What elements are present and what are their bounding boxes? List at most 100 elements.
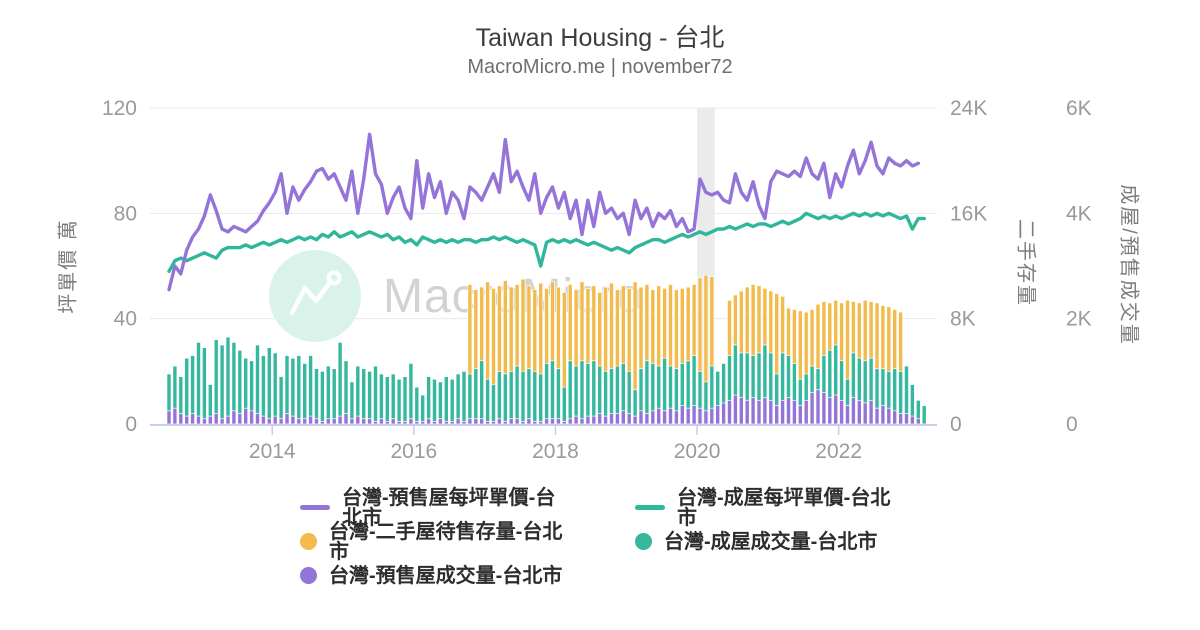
bar bbox=[225, 336, 231, 425]
bar bbox=[308, 355, 313, 425]
bar bbox=[414, 386, 420, 425]
bar bbox=[561, 421, 567, 425]
bar bbox=[432, 421, 437, 425]
bar bbox=[514, 365, 520, 425]
bar bbox=[320, 370, 325, 425]
bar bbox=[727, 399, 732, 425]
bar bbox=[544, 363, 549, 425]
bar bbox=[567, 418, 573, 425]
y-axis-right1-tick-label: 24K bbox=[950, 97, 987, 120]
x-axis-tick-label: 2014 bbox=[249, 440, 296, 463]
bar bbox=[650, 410, 656, 425]
bar bbox=[172, 407, 178, 425]
y-axis-left-tick-label: 120 bbox=[102, 97, 137, 120]
y-axis-label-right1: 二手存量 bbox=[1014, 219, 1037, 307]
bar bbox=[668, 407, 673, 425]
bar bbox=[272, 352, 278, 425]
bar bbox=[821, 392, 827, 425]
bar bbox=[190, 413, 196, 425]
page-title: Taiwan Housing - 台北 bbox=[475, 24, 725, 52]
bar bbox=[461, 421, 467, 425]
bar bbox=[874, 407, 880, 425]
legend: 台灣-預售屋每坪單價-台北市 台灣-成屋每坪單價-台北市台灣-二手屋待售存量-台北… bbox=[300, 488, 900, 591]
y-axis-right1-tick-label: 8K bbox=[950, 308, 976, 331]
bar bbox=[314, 418, 319, 425]
bar bbox=[508, 418, 514, 425]
bar bbox=[443, 376, 449, 425]
bar bbox=[402, 421, 408, 425]
bar bbox=[479, 418, 485, 425]
bar bbox=[231, 410, 237, 425]
bar bbox=[632, 415, 638, 425]
legend-item-3[interactable]: 台灣-成屋成交量-台北市 bbox=[635, 526, 900, 557]
x-axis-tick-label: 2018 bbox=[532, 440, 579, 463]
bar bbox=[261, 415, 266, 425]
bar bbox=[408, 418, 414, 425]
bar bbox=[308, 415, 313, 425]
bar bbox=[756, 399, 762, 425]
bar bbox=[202, 347, 207, 425]
bar bbox=[337, 415, 343, 425]
bar bbox=[361, 418, 367, 425]
bar bbox=[426, 376, 431, 425]
bar bbox=[780, 399, 785, 425]
bar bbox=[355, 365, 361, 425]
bar bbox=[856, 399, 862, 425]
line-path bbox=[167, 132, 920, 292]
bar bbox=[762, 397, 768, 425]
bar bbox=[550, 418, 555, 425]
bar bbox=[520, 370, 526, 425]
legend-item-0[interactable]: 台灣-預售屋每坪單價-台北市 bbox=[300, 488, 565, 528]
bar bbox=[438, 381, 443, 425]
line-path bbox=[167, 211, 926, 273]
bar bbox=[850, 397, 856, 425]
legend-item-2[interactable]: 台灣-二手屋待售存量-台北市 bbox=[300, 522, 565, 562]
bar bbox=[331, 418, 337, 425]
bar bbox=[827, 397, 833, 425]
bar bbox=[797, 405, 803, 425]
x-axis-tick-label: 2016 bbox=[390, 440, 437, 463]
bar bbox=[373, 421, 378, 425]
legend-marker-dot-icon bbox=[300, 533, 317, 550]
bar bbox=[325, 365, 331, 425]
bar bbox=[349, 381, 355, 425]
bar bbox=[868, 399, 874, 425]
bar bbox=[839, 399, 844, 425]
bar bbox=[904, 413, 909, 425]
bar bbox=[886, 407, 892, 425]
bar bbox=[349, 418, 355, 425]
bar bbox=[343, 413, 349, 425]
legend-marker-dot-icon bbox=[635, 533, 652, 550]
bar bbox=[638, 410, 644, 425]
bar bbox=[614, 413, 620, 425]
legend-item-4[interactable]: 台灣-預售屋成交量-台北市 bbox=[300, 560, 565, 591]
x-axis-tick-label: 2020 bbox=[674, 440, 721, 463]
x-axis: 2014 2016 2018 2020 2022 bbox=[150, 424, 937, 463]
bar bbox=[561, 386, 567, 425]
bar bbox=[532, 421, 538, 425]
bar bbox=[520, 421, 526, 425]
bar bbox=[898, 413, 903, 425]
legend-marker-line-icon bbox=[635, 505, 665, 510]
bar bbox=[485, 378, 490, 425]
bar bbox=[603, 415, 608, 425]
bar bbox=[443, 421, 449, 425]
bar bbox=[697, 407, 703, 425]
bar bbox=[414, 421, 420, 425]
bar bbox=[325, 418, 331, 425]
bar bbox=[284, 413, 290, 425]
bar bbox=[426, 418, 431, 425]
bar bbox=[508, 370, 514, 425]
bar bbox=[402, 376, 408, 425]
legend-item-1[interactable]: 台灣-成屋每坪單價-台北市 bbox=[635, 488, 900, 528]
bar bbox=[626, 413, 632, 425]
bar bbox=[662, 410, 667, 425]
y-axis-left-tick-label: 80 bbox=[114, 202, 137, 225]
bar bbox=[213, 339, 219, 425]
bar bbox=[491, 384, 496, 425]
bar bbox=[420, 421, 426, 425]
bar bbox=[314, 368, 319, 425]
bar bbox=[750, 397, 756, 425]
